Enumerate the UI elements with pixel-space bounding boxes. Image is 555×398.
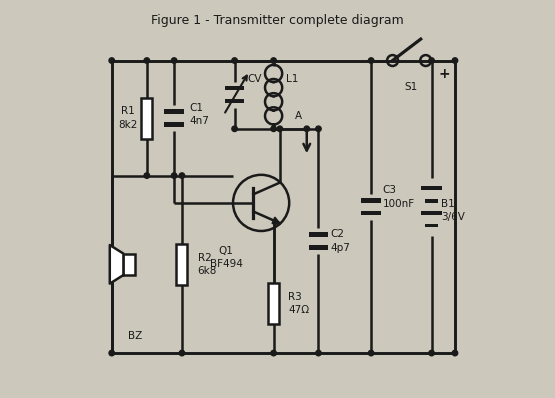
Bar xyxy=(361,198,381,203)
Text: CV: CV xyxy=(247,74,261,84)
Text: R3
47Ω: R3 47Ω xyxy=(289,292,310,315)
Circle shape xyxy=(429,58,435,63)
Circle shape xyxy=(316,126,321,131)
Bar xyxy=(176,244,188,285)
Bar xyxy=(421,211,442,215)
Circle shape xyxy=(179,173,185,178)
Circle shape xyxy=(316,350,321,356)
Circle shape xyxy=(179,350,185,356)
Circle shape xyxy=(452,58,458,63)
Circle shape xyxy=(271,126,276,131)
Bar xyxy=(123,254,135,275)
Text: C2
4p7: C2 4p7 xyxy=(330,229,350,252)
Text: A: A xyxy=(295,111,302,121)
Text: R1
8k2: R1 8k2 xyxy=(118,107,138,130)
Bar xyxy=(225,99,244,103)
Circle shape xyxy=(109,58,114,63)
Circle shape xyxy=(144,173,149,178)
Circle shape xyxy=(369,58,374,63)
Bar xyxy=(268,283,279,324)
Bar xyxy=(425,224,438,228)
Text: BZ: BZ xyxy=(128,332,142,341)
Bar xyxy=(112,60,455,353)
Text: C3
100nF: C3 100nF xyxy=(383,185,415,209)
Bar xyxy=(164,109,184,114)
Text: B1
3/6V: B1 3/6V xyxy=(441,199,465,222)
Circle shape xyxy=(452,350,458,356)
Bar xyxy=(225,86,244,90)
Text: Figure 1 - Transmitter complete diagram: Figure 1 - Transmitter complete diagram xyxy=(151,14,404,27)
Polygon shape xyxy=(110,245,123,284)
Text: L1: L1 xyxy=(286,74,299,84)
Bar xyxy=(309,232,328,237)
Circle shape xyxy=(304,126,310,131)
Bar xyxy=(421,186,442,190)
Circle shape xyxy=(109,350,114,356)
Circle shape xyxy=(277,126,282,131)
Circle shape xyxy=(232,126,238,131)
Circle shape xyxy=(171,58,177,63)
Bar xyxy=(361,211,381,215)
Bar xyxy=(142,98,152,139)
Circle shape xyxy=(271,58,276,63)
Text: R2
6k8: R2 6k8 xyxy=(198,253,217,276)
Circle shape xyxy=(144,58,149,63)
Bar xyxy=(309,245,328,250)
Bar xyxy=(164,122,184,127)
Text: Q1
BF494: Q1 BF494 xyxy=(210,246,243,269)
Text: C1
4n7: C1 4n7 xyxy=(189,103,209,126)
Circle shape xyxy=(429,350,435,356)
Circle shape xyxy=(369,350,374,356)
Polygon shape xyxy=(272,217,280,224)
Text: S1: S1 xyxy=(405,82,418,92)
Bar xyxy=(425,199,438,203)
Circle shape xyxy=(271,350,276,356)
Circle shape xyxy=(171,173,177,178)
Circle shape xyxy=(232,58,238,63)
Text: +: + xyxy=(438,67,450,81)
